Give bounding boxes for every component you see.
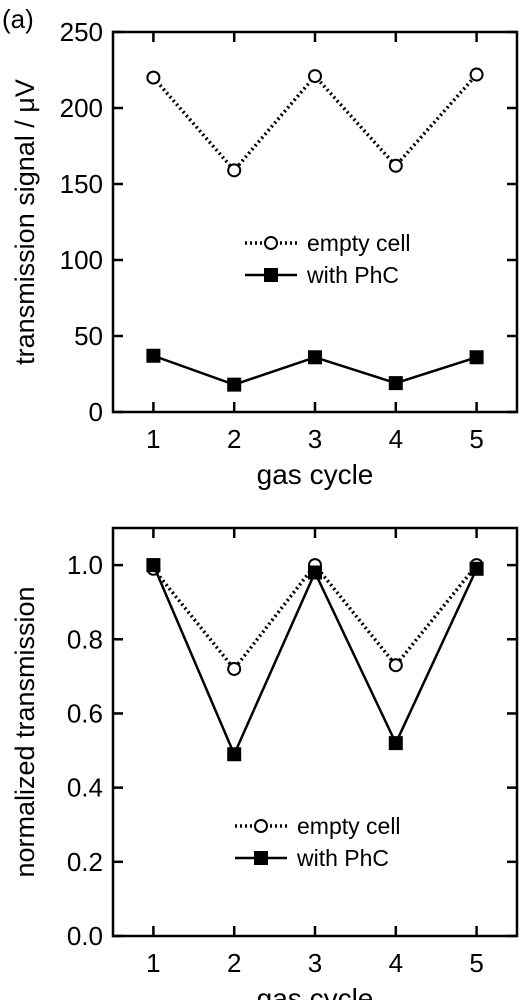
legend: empty cell with PhC	[245, 230, 411, 288]
panel-label: (a)	[2, 4, 34, 34]
x-tick-label: 4	[389, 948, 403, 978]
series-with-phc	[146, 348, 484, 392]
y-tick-label: 1.0	[67, 550, 103, 580]
x-tick-label: 4	[389, 424, 403, 454]
y-tick-label: 250	[60, 17, 103, 47]
legend-marker	[264, 236, 278, 250]
y-tick-label: 200	[60, 93, 103, 123]
x-axis-label: gas cycle	[257, 983, 374, 1000]
data-point	[388, 736, 403, 751]
data-point	[388, 158, 403, 173]
y-tick-label: 50	[74, 321, 103, 351]
y-axis-label: normalized transmission	[10, 586, 40, 877]
data-point	[146, 70, 161, 85]
legend-marker	[254, 819, 268, 833]
data-point	[227, 377, 242, 392]
data-point	[146, 558, 161, 573]
y-tick-label: 0.4	[67, 773, 103, 803]
data-point	[388, 376, 403, 391]
x-tick-label: 2	[227, 948, 241, 978]
series-line	[152, 564, 478, 758]
series-line	[152, 73, 478, 173]
data-point	[469, 350, 484, 365]
data-point	[469, 561, 484, 576]
data-point	[227, 163, 242, 178]
legend: empty cell with PhC	[235, 813, 401, 871]
x-tick-label: 5	[469, 424, 483, 454]
data-point	[146, 348, 161, 363]
data-point	[227, 747, 242, 762]
series-empty-cell	[146, 67, 484, 178]
x-tick-label: 3	[308, 424, 322, 454]
y-tick-label: 100	[60, 245, 103, 275]
y-tick-label: 0.0	[67, 921, 103, 951]
y-tick-label: 150	[60, 169, 103, 199]
x-tick-label: 1	[146, 424, 160, 454]
x-axis-label: gas cycle	[257, 459, 374, 490]
series-line	[152, 562, 478, 672]
y-tick-label: 0.8	[67, 624, 103, 654]
legend-marker	[264, 268, 278, 282]
y-axis-label: transmission signal / μV	[10, 79, 40, 365]
data-point	[308, 350, 322, 365]
data-point	[388, 658, 403, 673]
legend-label: with PhC	[296, 845, 389, 871]
x-tick-label: 2	[227, 424, 241, 454]
legend-marker	[254, 851, 268, 865]
series-with-phc	[146, 558, 484, 762]
x-tick-label: 1	[146, 948, 160, 978]
y-tick-label: 0.2	[67, 847, 103, 877]
x-tick-label: 5	[469, 948, 483, 978]
data-point	[469, 67, 484, 82]
y-tick-label: 0.6	[67, 698, 103, 728]
data-point	[227, 661, 242, 676]
legend-label: empty cell	[307, 230, 411, 256]
x-tick-label: 3	[308, 948, 322, 978]
data-point	[308, 565, 322, 580]
data-point	[308, 69, 322, 84]
legend-label: with PhC	[306, 262, 399, 288]
chart-panel-2: 1 2 3 4 5 0.0 0.2 0.4 0.6 0.8 1.0 gas cycle normaliz…	[10, 526, 519, 1000]
legend-label: empty cell	[297, 813, 401, 839]
y-tick-label: 0	[89, 397, 103, 427]
